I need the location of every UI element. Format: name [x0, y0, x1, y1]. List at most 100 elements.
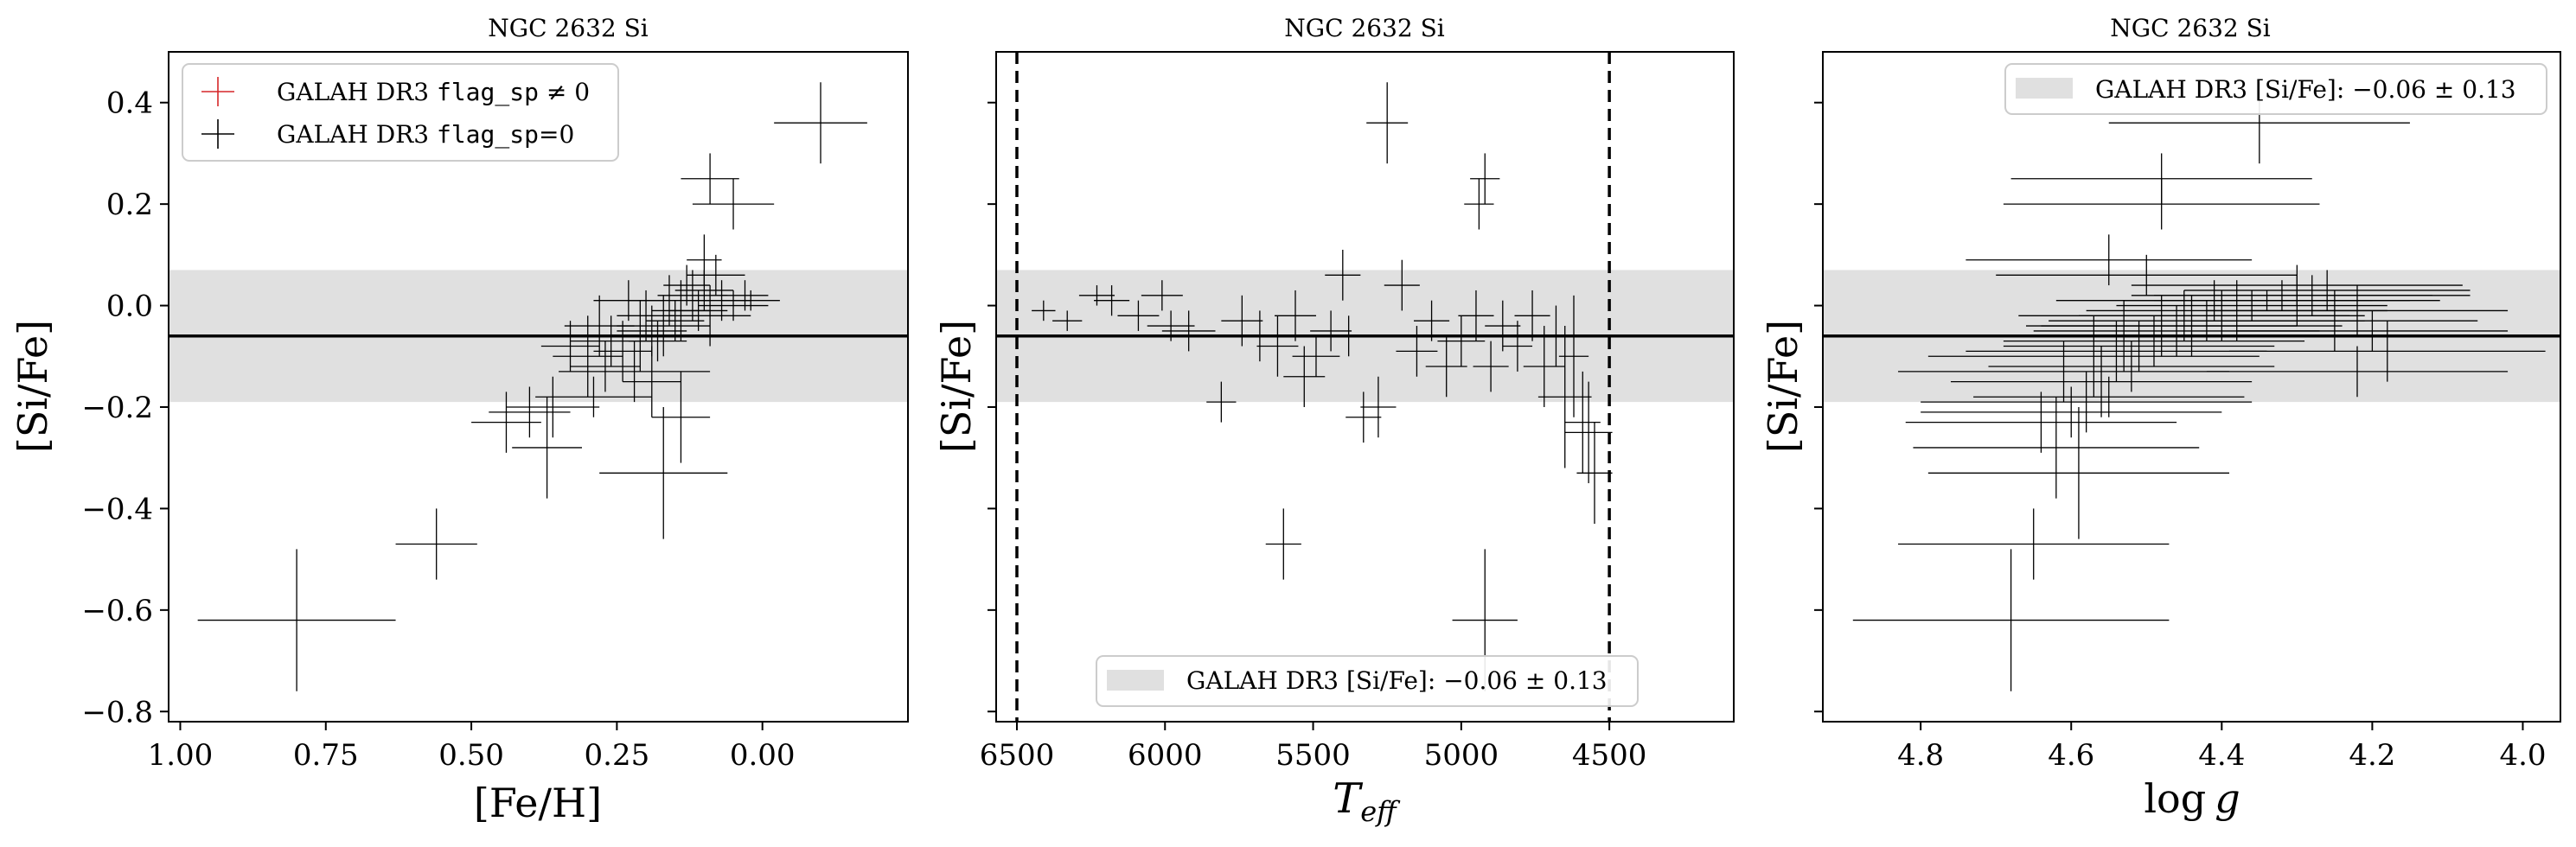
data-point	[1921, 386, 2222, 438]
data-point	[2206, 346, 2509, 398]
x-tick-label: 0.75	[293, 738, 359, 773]
y-axis-label: [Si/Fe]	[933, 320, 980, 453]
y-axis-label: [Si/Fe]	[10, 320, 56, 453]
legend-box	[182, 63, 619, 162]
y-axis-label: [Si/Fe]	[1760, 320, 1806, 453]
data-point	[1502, 321, 1533, 372]
data-point	[506, 376, 600, 438]
data-point	[1425, 335, 1467, 398]
data-point	[1310, 310, 1352, 352]
legend-marker-unflagged	[201, 119, 234, 149]
plot-frame	[1822, 51, 2561, 723]
panel-title: NGC 2632 Si	[488, 14, 649, 42]
legend-band-swatch	[1107, 670, 1164, 691]
legend-band-swatch	[2016, 78, 2073, 99]
panel-teff: NGC 2632 Si 6500 6000 5500 5000 4500 Teff [S…	[933, 14, 1735, 828]
data-point	[668, 285, 751, 347]
data-point	[1265, 508, 1301, 580]
x-tick-label: 4500	[1572, 738, 1647, 773]
data-point	[1898, 508, 2170, 580]
data-point	[570, 341, 641, 392]
data-point	[623, 346, 681, 417]
data-point	[681, 153, 739, 205]
data-point	[1221, 295, 1263, 347]
data-point	[1396, 326, 1438, 377]
data-point	[1966, 300, 2282, 372]
x-tick-label: 4.6	[2048, 738, 2094, 773]
data-point	[1437, 315, 1486, 367]
data-point	[651, 371, 711, 463]
data-point	[1564, 381, 1613, 484]
data-point	[2183, 270, 2471, 311]
data-point	[1966, 234, 2253, 286]
legend-label-unflagged: GALAH DR3 flag_sp=0	[277, 120, 574, 150]
data-point	[535, 376, 652, 417]
data-point	[1346, 392, 1382, 443]
legend: GALAH DR3 flag_sp ≠ 0 GALAH DR3 flag_sp=…	[182, 63, 619, 162]
data-point	[2018, 290, 2350, 341]
legend: GALAH DR3 [Si/Fe]: −0.06 ± 0.13	[2004, 63, 2547, 115]
data-point	[1414, 300, 1450, 341]
data-point	[721, 280, 769, 311]
panel-feh: NGC 2632 Si 1.00 0.75 0.50 0.25 0.00 −0.8 −0.6…	[10, 14, 909, 826]
data-point	[774, 82, 867, 164]
y-tick-label: 0.4	[106, 86, 153, 121]
data-point	[1052, 310, 1083, 331]
x-tick-label: 0.00	[730, 738, 796, 773]
y-tick-label: 0.0	[106, 290, 153, 324]
panel-logg: NGC 2632 Si 4.8 4.6 4.4 4.2 4.0 log g [Si/Fe]…	[1760, 14, 2561, 822]
data-points-layer	[1032, 82, 1613, 691]
data-point	[1464, 178, 1494, 230]
data-point	[668, 290, 728, 331]
data-point	[1078, 285, 1115, 306]
data-point	[1537, 305, 1575, 367]
data-point	[1360, 376, 1397, 438]
data-point	[1094, 285, 1130, 316]
data-point	[1147, 310, 1195, 341]
x-tick-label: 4.0	[2499, 738, 2546, 773]
y-tick-label: −0.8	[81, 695, 153, 729]
data-point	[1161, 310, 1216, 352]
data-point	[646, 300, 705, 341]
data-point	[1523, 326, 1565, 407]
x-axis-label: log g	[2144, 775, 2240, 822]
data-point	[1950, 346, 2253, 417]
data-point	[1384, 259, 1420, 311]
data-point	[1470, 153, 1500, 205]
data-point	[1325, 315, 1373, 357]
data-point	[1973, 376, 2245, 417]
data-point	[1927, 406, 2230, 539]
ticks-layer: 1.00 0.75 0.50 0.25 0.00 −0.8 −0.6 −0.4 −0.2 0.0 0…	[81, 86, 795, 773]
data-point	[599, 406, 728, 539]
data-point	[1325, 249, 1361, 301]
panel-title: NGC 2632 Si	[2110, 14, 2271, 42]
data-point	[2236, 310, 2509, 352]
x-axis-label: [Fe/H]	[474, 780, 602, 826]
data-point	[2153, 275, 2471, 316]
data-point	[1514, 290, 1550, 341]
legend-label: GALAH DR3 [Si/Fe]: −0.06 ± 0.13	[1186, 666, 1608, 695]
legend: GALAH DR3 [Si/Fe]: −0.06 ± 0.13	[1096, 655, 1639, 707]
data-point	[687, 254, 745, 296]
data-points-layer	[197, 82, 867, 691]
legend-box	[1096, 655, 1639, 707]
legend-box	[2004, 63, 2547, 115]
data-point	[617, 290, 675, 341]
data-point	[1458, 290, 1494, 341]
data-point	[687, 234, 722, 286]
data-point	[489, 386, 571, 438]
y-tick-label: −0.2	[81, 391, 153, 425]
data-point	[1558, 295, 1589, 417]
x-tick-label: 6000	[1128, 738, 1203, 773]
data-point	[1206, 381, 1237, 423]
x-tick-label: 5000	[1424, 738, 1499, 773]
data-point	[1366, 82, 1409, 164]
ticks-layer: 4.8 4.6 4.4 4.2 4.0	[1814, 101, 2547, 773]
x-axis-label: Teff	[1333, 774, 1401, 828]
data-point	[395, 508, 477, 580]
data-point	[1485, 300, 1521, 352]
data-point	[1996, 254, 2298, 296]
x-tick-label: 4.4	[2198, 738, 2245, 773]
data-point	[1927, 315, 2260, 398]
